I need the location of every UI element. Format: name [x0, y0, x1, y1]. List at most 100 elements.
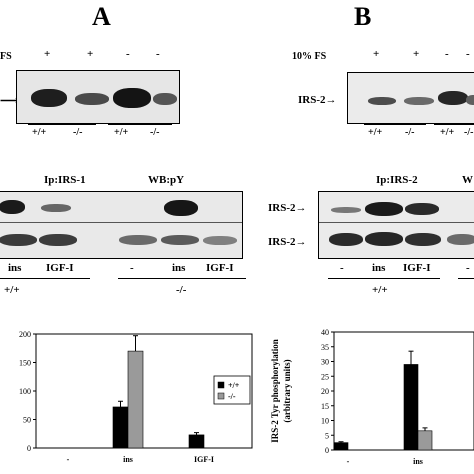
y-tick-label: 100: [19, 387, 31, 396]
blot-band: [39, 234, 77, 246]
blot-band: [404, 97, 434, 105]
panel-b-treatment: -: [466, 262, 470, 274]
blot-band: [0, 200, 25, 214]
panel-b-fs-sign: +: [413, 48, 420, 60]
blot-band: [365, 232, 403, 246]
group-underline: [364, 124, 426, 125]
panel-a-geno-lane: -/-: [150, 127, 160, 138]
blot-band: [438, 91, 468, 105]
panel-b-letter: B: [354, 2, 372, 31]
panel-b-geno-lane: +/+: [368, 127, 383, 138]
x-category-label: ins: [123, 455, 133, 464]
group-underline: [434, 124, 474, 125]
blot-band: [331, 207, 361, 213]
blot-band: [31, 89, 67, 107]
y-tick-label: 25: [321, 372, 329, 381]
panel-a-treatment: ins: [8, 262, 22, 274]
y-axis-label: IRS-2 Tyr phosphorylation: [270, 339, 280, 443]
x-category-label: IGF-I: [194, 455, 214, 464]
panel-a-geno-lane: -/-: [73, 127, 83, 138]
panel-a-geno-lane: +/+: [114, 127, 129, 138]
bar: [127, 350, 144, 449]
panel-b-blot-label-text: IRS-2: [268, 202, 296, 214]
y-tick-label: 15: [321, 402, 329, 411]
group-underline: [458, 278, 474, 279]
blot-band: [466, 95, 474, 105]
blot-divider: [0, 222, 242, 223]
panel-b-geno-lane: -/-: [464, 127, 474, 138]
panel-b-wb-label: W: [462, 174, 473, 186]
legend-swatch: [217, 392, 225, 400]
panel-b-fs-sign: -: [466, 48, 470, 60]
panel-a-fs-sign: +: [87, 48, 94, 60]
panel-a-letter: A: [92, 2, 111, 31]
blot-band: [161, 235, 199, 245]
x-category-label: ins: [413, 457, 423, 466]
legend-label: -/-: [228, 392, 236, 401]
panel-a-ip-blot: [0, 191, 243, 259]
bar: [417, 430, 433, 451]
panel-a-treatment: IGF-I: [206, 262, 234, 274]
bar: [333, 442, 349, 451]
y-tick-label: 0: [325, 446, 329, 455]
y-tick-label: 150: [19, 359, 31, 368]
chart-b: 0 5 10 15 20 25 30 35 40 - ins IRS-2 Tyr phosphoryl…: [270, 328, 474, 466]
panel-b-treatment: -: [340, 262, 344, 274]
panel-a-wb-label: WB:pY: [148, 174, 185, 186]
blot-band: [153, 93, 177, 105]
panel-a-fs-sign: -: [156, 48, 160, 60]
panel-b-blot-label: IRS-2→: [268, 202, 307, 214]
y-tick-label: 5: [325, 431, 329, 440]
panel-a-treatment: ins: [172, 262, 186, 274]
panel-b-blot-label-text: IRS-2: [268, 236, 296, 248]
panel-b-blot-label: IRS-2→: [268, 236, 307, 248]
blot-band: [113, 88, 151, 108]
panel-b-geno-lane: -/-: [405, 127, 415, 138]
blot-band: [365, 202, 403, 216]
blot-band: [203, 236, 237, 245]
panel-a-arrow-icon: ⟶: [0, 94, 21, 109]
blot-band: [447, 234, 474, 245]
y-tick-label: 200: [19, 330, 31, 339]
panel-a-geno-lane: +/+: [32, 127, 47, 138]
blot-band: [75, 93, 109, 105]
y-tick-label: 10: [321, 417, 329, 426]
blot-band: [164, 200, 198, 216]
y-tick-label: 0: [27, 444, 31, 453]
panel-b-fs-sign: -: [445, 48, 449, 60]
chart-a: 0 50 100 150 200 - ins IGF-I +/+ -/-: [19, 330, 253, 464]
group-underline: [118, 278, 246, 279]
panel-a-irs1-blot: [16, 70, 180, 124]
y-tick-label: 20: [321, 387, 329, 396]
bar: [188, 434, 205, 449]
blot-divider: [319, 222, 474, 223]
panel-a-treatment: -: [130, 262, 134, 274]
x-category-label: -: [347, 457, 350, 466]
panel-a-group: -/-: [176, 284, 187, 296]
panel-a-fs-label: FS: [0, 51, 12, 62]
blot-band: [368, 97, 396, 105]
panel-b-fs-label: 10% FS: [292, 51, 327, 62]
group-underline: [28, 124, 96, 125]
panel-b-geno-lane: +/+: [440, 127, 455, 138]
panel-b-irs2-blot: [347, 72, 474, 124]
blot-band: [0, 234, 37, 246]
y-tick-label: 50: [23, 416, 31, 425]
panel-b-protein-label-text: IRS-2: [298, 94, 326, 106]
panel-b-group: +/+: [372, 284, 388, 296]
blot-band: [405, 203, 439, 215]
blot-band: [41, 204, 71, 212]
panel-b-ip-label: Ip:IRS-2: [376, 174, 418, 186]
y-tick-label: 30: [321, 358, 329, 367]
panel-a-ip-label: Ip:IRS-1: [44, 174, 86, 186]
panel-b-ip-blot: [318, 191, 474, 259]
group-underline: [108, 124, 172, 125]
panel-a-fs-sign: -: [126, 48, 130, 60]
group-underline: [0, 278, 90, 279]
legend-label: +/+: [228, 381, 240, 390]
blot-band: [329, 233, 363, 246]
panel-b-protein-label: IRS-2→: [298, 94, 337, 106]
panel-b-fs-sign: +: [373, 48, 380, 60]
legend-box: [213, 375, 251, 405]
bar: [112, 406, 129, 449]
